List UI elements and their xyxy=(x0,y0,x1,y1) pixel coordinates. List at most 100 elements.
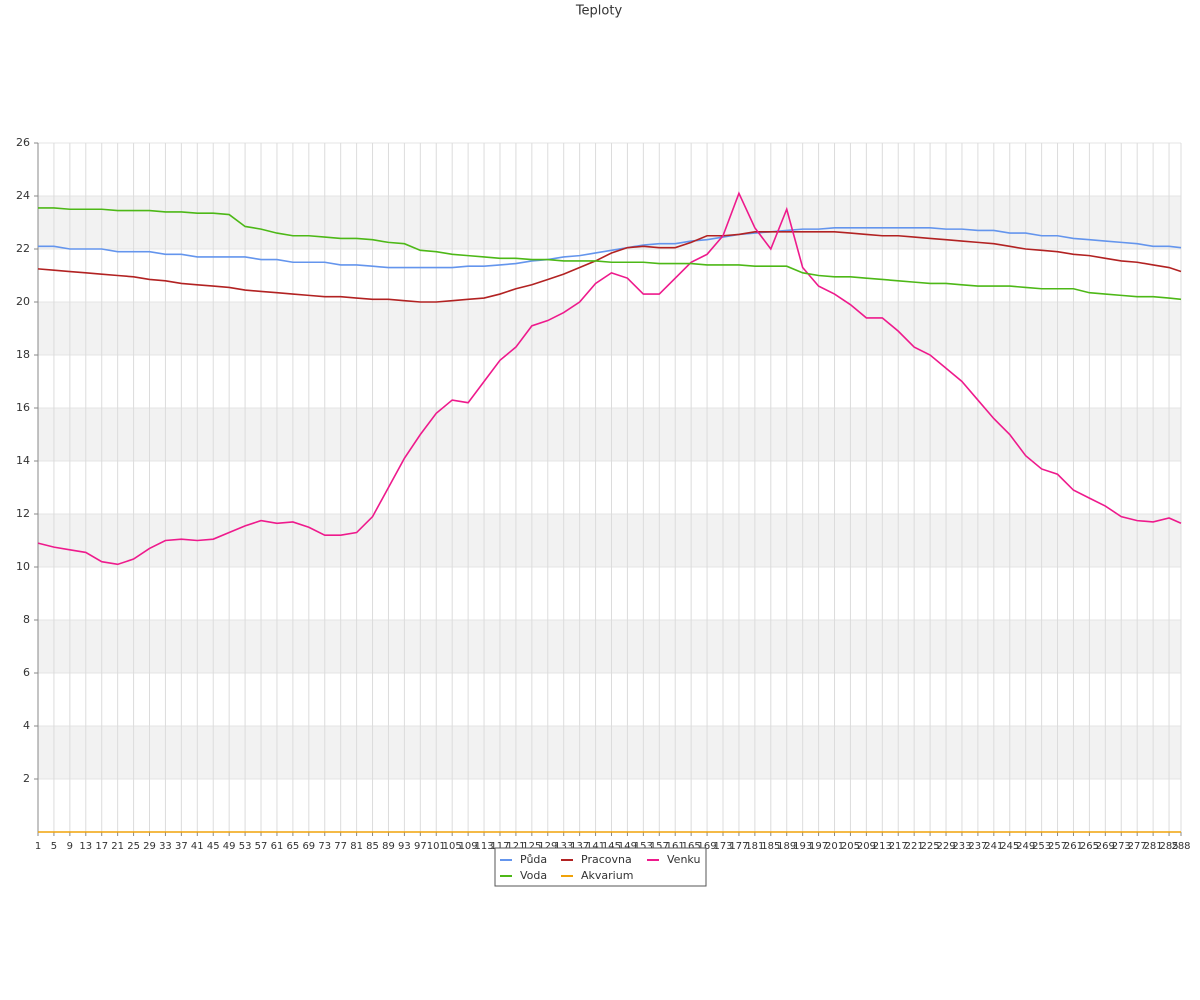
x-tick-label: 161 xyxy=(666,841,685,852)
y-tick-label: 2 xyxy=(23,772,30,785)
x-tick-label: 93 xyxy=(398,841,411,852)
x-tick-label: 77 xyxy=(334,841,347,852)
x-tick-label: 125 xyxy=(522,841,541,852)
grid-band xyxy=(38,302,1181,355)
x-tick-label: 41 xyxy=(191,841,204,852)
x-tick-label: 5 xyxy=(51,841,57,852)
legend-label: Akvarium xyxy=(581,869,633,882)
x-tick-label: 69 xyxy=(302,841,315,852)
x-tick-label: 25 xyxy=(127,841,140,852)
grid-band xyxy=(38,726,1181,779)
x-tick-label: 121 xyxy=(506,841,525,852)
x-tick-label: 169 xyxy=(698,841,717,852)
series-line xyxy=(38,227,1182,269)
x-tick-label: 17 xyxy=(95,841,108,852)
x-tick-label: 225 xyxy=(921,841,940,852)
x-tick-label: 21 xyxy=(111,841,124,852)
x-tick-label: 53 xyxy=(239,841,252,852)
x-tick-label: 37 xyxy=(175,841,188,852)
chart-title: Teploty xyxy=(575,4,623,19)
x-tick-label: 109 xyxy=(459,841,478,852)
x-tick-label: 85 xyxy=(366,841,379,852)
x-tick-label: 1 xyxy=(35,841,41,852)
x-tick-label: 81 xyxy=(350,841,363,852)
y-tick-label: 26 xyxy=(16,136,30,149)
x-tick-label: 113 xyxy=(475,841,494,852)
x-tick-label: 233 xyxy=(952,841,971,852)
x-tick-label: 288 xyxy=(1171,841,1190,852)
x-tick-label: 237 xyxy=(968,841,987,852)
x-tick-label: 45 xyxy=(207,841,220,852)
x-tick-label: 105 xyxy=(443,841,462,852)
x-tick-label: 29 xyxy=(143,841,156,852)
y-tick-label: 12 xyxy=(16,507,30,520)
legend-box xyxy=(494,847,707,887)
y-tick-label: 4 xyxy=(23,719,30,732)
y-tick-label: 10 xyxy=(16,560,30,573)
grid-band xyxy=(38,196,1181,249)
legend-label: Voda xyxy=(520,869,547,882)
grid-band xyxy=(38,620,1181,673)
x-tick-label: 153 xyxy=(634,841,653,852)
x-tick-label: 89 xyxy=(382,841,395,852)
x-tick-label: 137 xyxy=(570,841,589,852)
x-tick-label: 101 xyxy=(427,841,446,852)
x-tick-label: 201 xyxy=(825,841,844,852)
x-tick-label: 193 xyxy=(793,841,812,852)
legend-label: Pracovna xyxy=(581,853,632,866)
x-tick-label: 129 xyxy=(538,841,557,852)
x-tick-label: 177 xyxy=(729,841,748,852)
x-tick-label: 253 xyxy=(1032,841,1051,852)
x-tick-label: 181 xyxy=(745,841,764,852)
x-tick-label: 229 xyxy=(936,841,955,852)
x-tick-label: 273 xyxy=(1112,841,1131,852)
series-line xyxy=(38,207,1182,301)
x-tick-label: 117 xyxy=(490,841,509,852)
x-tick-label: 57 xyxy=(255,841,268,852)
x-tick-label: 217 xyxy=(889,841,908,852)
x-tick-label: 173 xyxy=(713,841,732,852)
y-tick-label: 18 xyxy=(16,348,30,361)
x-tick-label: 149 xyxy=(618,841,637,852)
x-tick-label: 65 xyxy=(287,841,300,852)
x-tick-label: 221 xyxy=(905,841,924,852)
x-tick-label: 133 xyxy=(554,841,573,852)
x-tick-label: 9 xyxy=(67,841,73,852)
series-line xyxy=(37,191,1182,566)
y-tick-label: 6 xyxy=(23,666,30,679)
grid-band xyxy=(38,514,1181,567)
legend-label: Venku xyxy=(667,853,700,866)
x-tick-label: 165 xyxy=(682,841,701,852)
y-tick-label: 20 xyxy=(16,295,30,308)
x-tick-label: 49 xyxy=(223,841,236,852)
y-tick-label: 8 xyxy=(23,613,30,626)
legend: Půda Pracovna Venku Voda Akvarium xyxy=(494,847,707,887)
x-tick-label: 257 xyxy=(1048,841,1067,852)
x-tick-label: 241 xyxy=(984,841,1003,852)
y-tick-label: 14 xyxy=(16,454,30,467)
x-tick-label: 261 xyxy=(1064,841,1083,852)
x-tick-label: 249 xyxy=(1016,841,1035,852)
x-tick-label: 197 xyxy=(809,841,828,852)
x-tick-label: 61 xyxy=(271,841,284,852)
x-tick-label: 285 xyxy=(1160,841,1179,852)
grid-band xyxy=(38,408,1181,461)
x-tick-label: 145 xyxy=(602,841,621,852)
x-tick-label: 269 xyxy=(1096,841,1115,852)
x-tick-label: 73 xyxy=(318,841,331,852)
x-tick-label: 141 xyxy=(586,841,605,852)
series-line xyxy=(37,230,1182,303)
x-tick-label: 157 xyxy=(650,841,669,852)
x-tick-label: 265 xyxy=(1080,841,1099,852)
y-tick-label: 24 xyxy=(16,189,30,202)
y-tick-label: 22 xyxy=(16,242,30,255)
plot-bands xyxy=(38,142,1181,780)
x-tick-label: 277 xyxy=(1128,841,1147,852)
x-tick-label: 185 xyxy=(761,841,780,852)
x-tick-label: 209 xyxy=(857,841,876,852)
lines xyxy=(37,191,1182,833)
x-tick-label: 13 xyxy=(79,841,92,852)
x-tick-label: 245 xyxy=(1000,841,1019,852)
x-tick-label: 189 xyxy=(777,841,796,852)
